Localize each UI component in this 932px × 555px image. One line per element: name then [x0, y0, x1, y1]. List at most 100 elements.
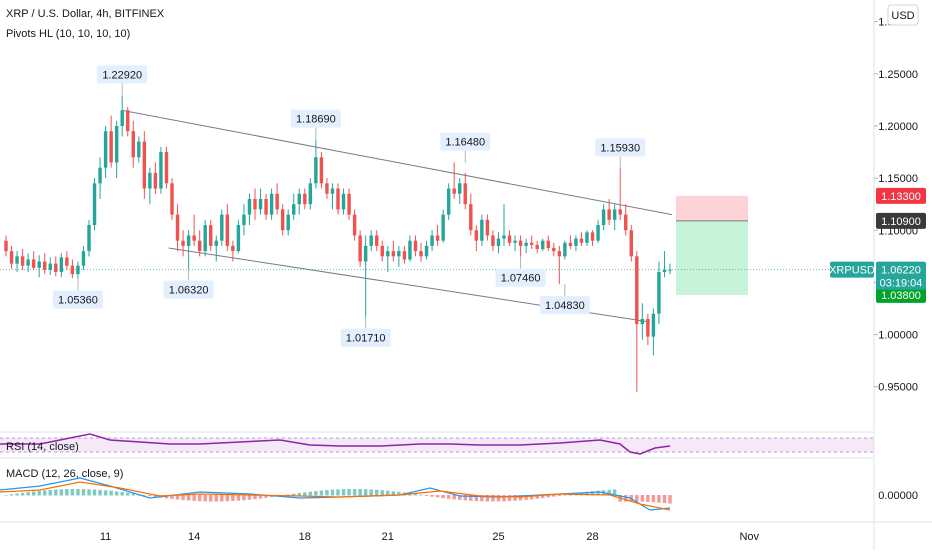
- currency-label: USD: [891, 10, 914, 22]
- macd-histogram-bar: [546, 495, 550, 498]
- macd-histogram-bar: [253, 495, 257, 500]
- macd-histogram-bar: [319, 490, 324, 496]
- macd-histogram-bar: [76, 489, 80, 496]
- last-price-label: 1.06220: [881, 265, 921, 277]
- candle-body: [601, 209, 606, 226]
- macd-histogram-bar: [148, 495, 152, 497]
- candle-body: [253, 198, 257, 210]
- macd-histogram-bar: [513, 495, 517, 501]
- candle-body: [513, 240, 517, 243]
- macd-histogram-bar: [292, 493, 296, 496]
- candle-body: [480, 219, 484, 241]
- candle-body: [590, 232, 595, 241]
- macd-histogram-bar: [43, 490, 47, 496]
- x-tick-label: Nov: [739, 531, 759, 543]
- rsi-line: [0, 433, 671, 455]
- candle-body: [65, 257, 69, 266]
- macd-histogram-bar: [264, 495, 268, 498]
- macd-histogram-bar: [120, 492, 124, 496]
- macd-histogram-bar: [209, 495, 213, 502]
- macd-histogram-bar: [142, 494, 147, 496]
- stop-zone[interactable]: [676, 220, 748, 295]
- candle-body: [397, 251, 401, 257]
- candle-body: [363, 245, 368, 262]
- candle-body: [192, 235, 196, 241]
- candle-body: [408, 240, 412, 260]
- macd-histogram-bar: [225, 495, 230, 502]
- pivot-labels-group: 1.22920 1.18690 1.16480 1.15930 1.05360 1.063…: [52, 65, 646, 347]
- macd-histogram-bar: [192, 495, 196, 501]
- candle-body: [375, 235, 379, 246]
- macd-histogram-bar: [419, 494, 423, 496]
- macd-pane: 0.00000: [0, 477, 918, 511]
- macd-histogram-bar: [186, 495, 191, 501]
- candle-body: [87, 225, 91, 252]
- macd-histogram-bar: [563, 494, 567, 496]
- macd-histogram-bar: [491, 495, 495, 502]
- candle-body: [175, 214, 180, 241]
- candle-body: [9, 251, 14, 264]
- candle-body: [568, 242, 573, 246]
- target-zone[interactable]: [676, 195, 748, 221]
- macd-title: MACD (12, 26, close, 9): [6, 468, 123, 480]
- candle-body: [48, 263, 52, 270]
- macd-histogram-bar: [640, 495, 645, 502]
- candle-body: [585, 232, 589, 243]
- candle-body: [352, 214, 357, 236]
- macd-histogram-bar: [9, 494, 14, 496]
- macd-histogram-bar: [220, 495, 224, 502]
- macd-histogram-bar: [197, 495, 202, 502]
- candle-body: [59, 257, 64, 272]
- candle-body: [624, 214, 628, 231]
- target-price-tag: [876, 187, 926, 204]
- candle-body: [43, 261, 47, 270]
- macd-histogram-bar: [26, 492, 30, 496]
- pivot-label: 1.16480: [445, 137, 485, 149]
- time-axis[interactable]: 11 14 18 21 25 28 Nov: [100, 531, 760, 543]
- macd-histogram-bar: [386, 490, 390, 496]
- macd-histogram-bar: [15, 493, 19, 496]
- macd-histogram-bar: [535, 495, 539, 499]
- candle-body: [275, 193, 279, 210]
- candle-body: [552, 247, 556, 252]
- macd-histogram-bar: [181, 495, 185, 501]
- candle-body: [463, 183, 467, 205]
- candle-body: [186, 235, 191, 246]
- candle-body: [402, 251, 407, 260]
- candle-body: [347, 193, 351, 215]
- candle-body: [419, 251, 423, 257]
- x-tick-label: 11: [100, 531, 111, 543]
- macd-histogram-bar: [314, 491, 318, 496]
- macd-histogram-bar: [529, 495, 534, 500]
- macd-histogram-bar: [635, 495, 639, 502]
- macd-histogram-bar: [507, 495, 512, 502]
- candle-body: [120, 110, 124, 126]
- channel-upper-line[interactable]: [122, 109, 673, 216]
- macd-histogram-bar: [81, 489, 86, 496]
- candle-body: [269, 193, 274, 215]
- candle-body: [247, 198, 252, 215]
- symbol-label: XRPUSD: [829, 265, 875, 277]
- position-zone-group[interactable]: [676, 195, 748, 295]
- pivot-label-box: [340, 328, 391, 347]
- macd-histogram-bar: [596, 490, 600, 496]
- candle-body: [518, 240, 523, 246]
- macd-histogram-bar: [552, 495, 556, 497]
- macd-histogram-bar: [336, 489, 340, 496]
- macd-histogram-bar: [612, 489, 617, 496]
- macd-histogram-bar: [646, 495, 650, 502]
- price-tags-group: 1.13300 1.10900 1.03800 XRPUSD 1.0622003:19:…: [829, 187, 926, 303]
- candle-body: [153, 172, 158, 189]
- signal-line: [0, 481, 671, 511]
- candle-body: [646, 318, 650, 337]
- pivot-label: 1.07460: [501, 273, 541, 285]
- candle-body: [424, 245, 429, 257]
- currency-button[interactable]: [887, 4, 919, 26]
- macd-histogram-bar: [236, 495, 241, 501]
- x-tick-label: 21: [382, 531, 394, 543]
- candle-body: [214, 240, 218, 246]
- pivot-label: 1.22920: [102, 69, 142, 81]
- pivot-label-box: [163, 280, 214, 299]
- candle-body: [164, 152, 169, 184]
